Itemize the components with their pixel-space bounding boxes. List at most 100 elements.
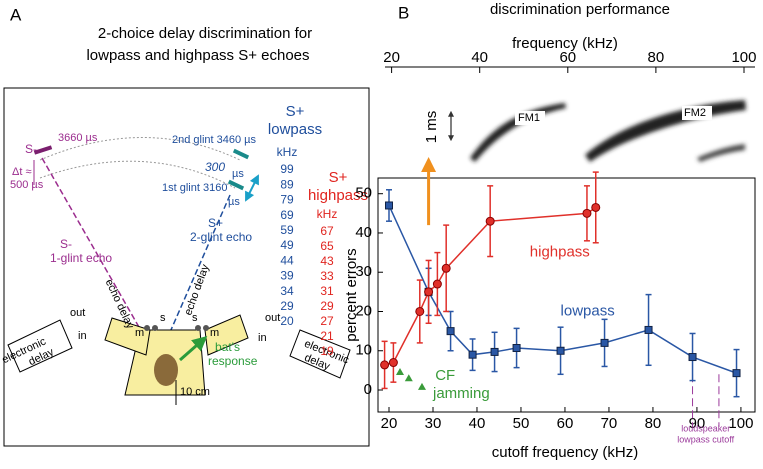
y-tick-label: 50 [355, 185, 372, 202]
echo-path [158, 194, 231, 357]
arc [39, 160, 236, 189]
jamming-point [404, 374, 413, 382]
annotation: lowpass cutoff [677, 434, 734, 444]
label: 300 [205, 160, 225, 174]
point [468, 350, 477, 359]
label: in [78, 330, 87, 342]
highpass-khz: 31 [320, 284, 334, 298]
panel-b: B discrimination performance frequency (… [343, 1, 756, 461]
y-tick-label: 0 [364, 381, 372, 398]
series-label: lowpass [561, 302, 615, 319]
point [591, 202, 601, 212]
label: S- [25, 142, 37, 156]
spectrogram-label: FM2 [684, 107, 706, 119]
x2-tick-label: 60 [559, 49, 576, 66]
lowpass-khz: 34 [280, 284, 294, 298]
label: S+ [329, 169, 348, 186]
delay-box [289, 329, 351, 379]
label: 1st glint 3160 [162, 182, 227, 194]
label-bg [682, 106, 712, 120]
label: s [160, 312, 166, 324]
y-tick-label: 20 [355, 302, 372, 319]
point [512, 344, 521, 353]
lowpass-khz: 29 [280, 299, 294, 313]
point [490, 347, 499, 356]
x2-tick-label: 100 [731, 49, 756, 66]
lowpass-khz: 79 [280, 193, 294, 207]
jamming-point [395, 367, 404, 375]
x-tick-label: 70 [601, 415, 618, 432]
label-bg [515, 111, 545, 125]
annotation: CF [435, 367, 455, 384]
label: Δt ≈ [12, 166, 32, 178]
x-tick-label: 40 [469, 415, 486, 432]
mic [144, 325, 150, 331]
spectrogram [470, 103, 566, 162]
highpass-khz: 19 [320, 344, 334, 358]
x-label: cutoff frequency (kHz) [492, 444, 638, 461]
spectrogram [697, 144, 745, 162]
label: 1-glint echo [50, 251, 112, 265]
x-tick-label: 90 [689, 415, 706, 432]
highpass-khz: 33 [320, 269, 334, 283]
point [600, 338, 609, 347]
lowpass-khz: 59 [280, 223, 294, 237]
point [424, 287, 434, 297]
panel-label: B [398, 3, 409, 22]
label: S- [60, 237, 72, 251]
response-arrow [179, 336, 208, 362]
mic [203, 325, 209, 331]
x-tick-label: 100 [728, 415, 753, 432]
y-tick-label: 30 [355, 263, 372, 280]
spectrogram-label: FM1 [518, 112, 540, 124]
x-tick-label: 80 [645, 415, 662, 432]
mic [152, 325, 158, 331]
lowpass-khz: 20 [280, 314, 294, 328]
panel-a-title: lowpass and highpass S+ echoes [86, 47, 309, 64]
highpass-khz: 67 [320, 224, 334, 238]
label: 2-glint echo [190, 230, 252, 244]
panel-a-title: 2-choice delay discrimination for [98, 25, 312, 42]
label: s [192, 312, 198, 324]
lowpass-khz: 99 [280, 162, 294, 176]
x2-tick-label: 20 [383, 49, 400, 66]
label: µs [228, 196, 240, 208]
label: 2nd glint 3460 µs [172, 134, 257, 146]
panel-a: A 2-choice delay discrimination for lowp… [0, 5, 370, 447]
y-label: percent errors [343, 248, 360, 341]
label: in [258, 332, 267, 344]
plot-frame [377, 177, 756, 413]
time-scale: 1 ms [423, 111, 440, 144]
lowpass-khz: 44 [280, 253, 294, 267]
target [232, 148, 250, 160]
label: kHz [317, 207, 338, 221]
highpass-khz: 65 [320, 239, 334, 253]
echo-path [41, 157, 156, 356]
point [441, 263, 451, 273]
x-tick-label: 30 [425, 415, 442, 432]
lowpass-khz: 49 [280, 238, 294, 252]
label: S+ [286, 103, 305, 120]
label: out [265, 312, 280, 324]
highpass-khz: 29 [320, 299, 334, 313]
point [432, 279, 442, 289]
label: highpass [308, 187, 368, 204]
label: out [70, 307, 85, 319]
point [556, 346, 565, 355]
label: kHz [277, 145, 298, 159]
point [415, 306, 425, 316]
arrow [245, 174, 259, 202]
point [384, 201, 393, 210]
point [644, 325, 653, 334]
target [33, 145, 53, 155]
target [227, 179, 245, 191]
x-tick-label: 20 [381, 415, 398, 432]
point [380, 360, 390, 370]
point [485, 216, 495, 226]
x2-tick-label: 80 [648, 49, 665, 66]
annotation: loudspeaker [681, 423, 730, 433]
label: response [208, 354, 258, 368]
lowpass-khz: 89 [280, 177, 294, 191]
frame [3, 87, 370, 447]
